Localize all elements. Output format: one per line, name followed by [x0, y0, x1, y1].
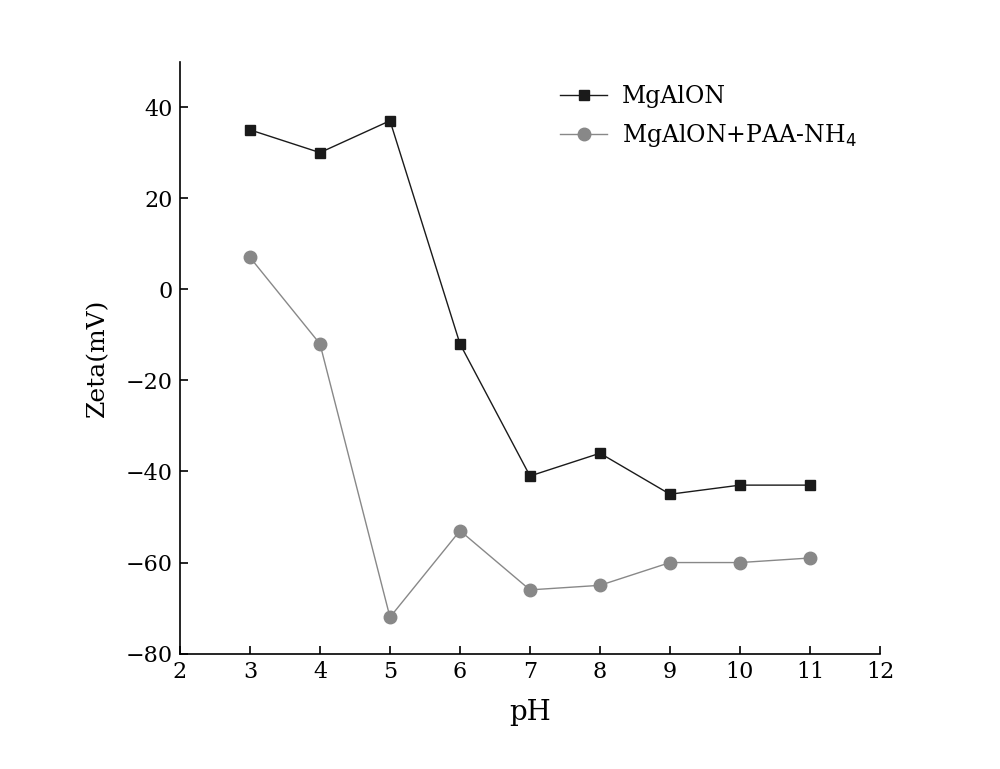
Line: MgAlON: MgAlON — [245, 116, 815, 499]
MgAlON+PAA-NH$_4$ — [244, 253, 256, 262]
MgAlON — [244, 125, 256, 135]
MgAlON+PAA-NH$_4$ — [524, 585, 536, 594]
MgAlON — [524, 471, 536, 481]
MgAlON — [804, 481, 816, 490]
X-axis label: pH: pH — [509, 699, 551, 726]
MgAlON — [314, 148, 326, 157]
MgAlON+PAA-NH$_4$ — [454, 526, 466, 535]
Line: MgAlON+PAA-NH$_4$: MgAlON+PAA-NH$_4$ — [244, 251, 816, 624]
Y-axis label: Zeta(mV): Zeta(mV) — [86, 298, 109, 417]
MgAlON+PAA-NH$_4$ — [734, 558, 746, 568]
MgAlON — [734, 481, 746, 490]
MgAlON — [664, 490, 676, 499]
MgAlON — [384, 116, 396, 125]
MgAlON+PAA-NH$_4$ — [384, 613, 396, 622]
MgAlON — [454, 339, 466, 348]
MgAlON+PAA-NH$_4$ — [664, 558, 676, 568]
MgAlON+PAA-NH$_4$ — [804, 554, 816, 563]
MgAlON — [594, 448, 606, 458]
MgAlON+PAA-NH$_4$ — [594, 581, 606, 590]
MgAlON+PAA-NH$_4$ — [314, 339, 326, 348]
Legend: MgAlON, MgAlON+PAA-NH$_4$: MgAlON, MgAlON+PAA-NH$_4$ — [548, 73, 868, 161]
